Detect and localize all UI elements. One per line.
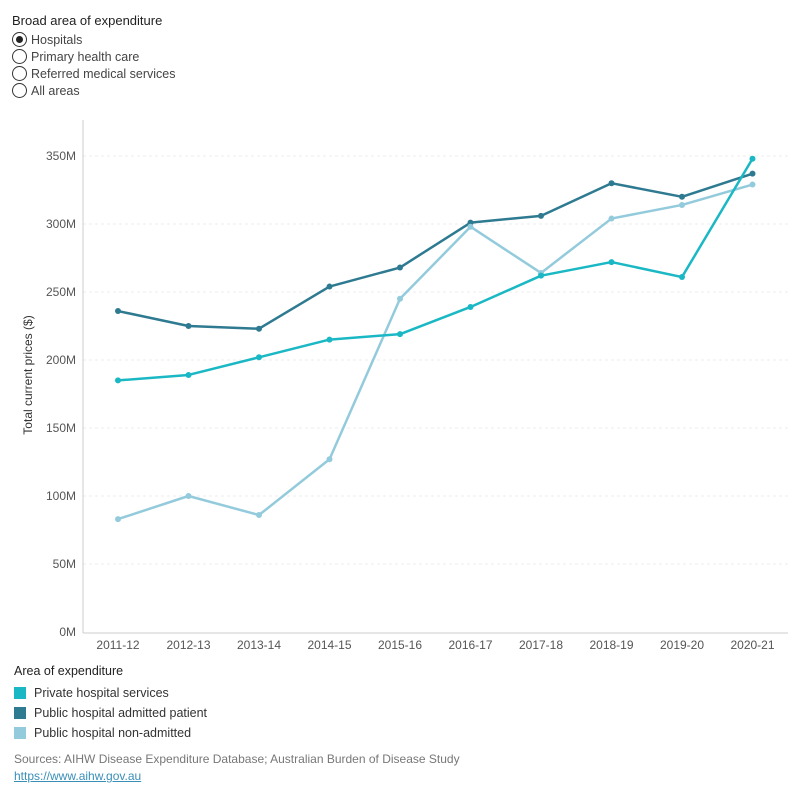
sources-note: Sources: AIHW Disease Expenditure Databa… xyxy=(14,752,460,766)
y-axis-title: Total current prices ($) xyxy=(21,315,35,434)
data-point[interactable] xyxy=(679,201,685,208)
series-line xyxy=(117,158,754,382)
legend-swatch xyxy=(14,727,26,739)
radio-button-icon[interactable] xyxy=(12,49,27,64)
legend-title: Area of expenditure xyxy=(14,664,124,678)
legend-swatch xyxy=(14,707,26,719)
radio-option-all-areas[interactable]: All areas xyxy=(12,82,176,99)
expenditure-area-filter: Broad area of expenditure Hospitals Prim… xyxy=(12,13,176,99)
radio-option-primary-health-care[interactable]: Primary health care xyxy=(12,48,176,65)
data-point[interactable] xyxy=(326,456,333,463)
data-point[interactable] xyxy=(608,215,615,222)
data-point[interactable] xyxy=(185,493,192,499)
radio-label: Hospitals xyxy=(31,32,83,47)
gridlines xyxy=(83,155,788,565)
y-tick-label: 300M xyxy=(46,217,76,231)
data-point[interactable] xyxy=(749,181,756,188)
data-point[interactable] xyxy=(256,512,262,519)
legend-item-public-hospital-non-admitted[interactable]: Public hospital non-admitted xyxy=(14,723,207,743)
y-axis-ticks: 0M 50M 100M 150M 200M 250M 300M 350M xyxy=(46,149,76,639)
data-point[interactable] xyxy=(749,170,756,177)
data-point[interactable] xyxy=(397,331,403,338)
aihw-link[interactable]: https://www.aihw.gov.au xyxy=(14,769,142,783)
radio-button-icon[interactable] xyxy=(12,66,27,81)
radio-option-hospitals[interactable]: Hospitals xyxy=(12,31,176,48)
y-tick-label: 100M xyxy=(46,489,76,503)
x-tick-label: 2019-20 xyxy=(660,638,704,652)
legend-swatch xyxy=(14,687,26,699)
series-public-hospital-non-admitted xyxy=(115,181,756,523)
x-tick-label: 2014-15 xyxy=(307,638,351,652)
axes xyxy=(82,120,788,634)
radio-button-icon[interactable] xyxy=(12,32,27,47)
data-point[interactable] xyxy=(397,264,403,271)
data-point[interactable] xyxy=(326,283,333,290)
legend-label: Public hospital non-admitted xyxy=(34,726,192,740)
data-point[interactable] xyxy=(538,212,544,219)
x-tick-label: 2020-21 xyxy=(730,638,774,652)
series-line xyxy=(117,183,753,521)
data-point[interactable] xyxy=(608,259,615,266)
x-tick-label: 2017-18 xyxy=(519,638,563,652)
x-tick-label: 2013-14 xyxy=(237,638,281,652)
x-tick-label: 2011-12 xyxy=(96,638,139,652)
x-tick-label: 2016-17 xyxy=(448,638,492,652)
series-lines xyxy=(115,155,756,523)
legend: Area of expenditure Private hospital ser… xyxy=(14,664,207,743)
y-tick-label: 250M xyxy=(46,285,76,299)
data-point[interactable] xyxy=(256,354,262,361)
data-point[interactable] xyxy=(115,308,121,315)
data-point[interactable] xyxy=(538,272,544,279)
x-tick-label: 2012-13 xyxy=(166,638,210,652)
x-tick-label: 2018-19 xyxy=(589,638,633,652)
data-point[interactable] xyxy=(679,193,685,200)
y-tick-label: 0M xyxy=(59,625,76,639)
data-point[interactable] xyxy=(326,336,333,343)
data-point[interactable] xyxy=(185,323,192,329)
data-point[interactable] xyxy=(467,303,474,310)
data-point[interactable] xyxy=(608,180,615,187)
data-point[interactable] xyxy=(467,223,474,230)
filter-title: Broad area of expenditure xyxy=(12,13,163,28)
y-tick-label: 150M xyxy=(46,421,76,435)
series-public-hospital-admitted-patient xyxy=(115,170,756,332)
legend-item-public-hospital-admitted-patient[interactable]: Public hospital admitted patient xyxy=(14,703,207,723)
radio-label: Primary health care xyxy=(31,49,140,64)
radio-option-referred-medical-services[interactable]: Referred medical services xyxy=(12,65,176,82)
data-point[interactable] xyxy=(679,274,685,281)
y-tick-label: 200M xyxy=(46,353,76,367)
legend-label: Public hospital admitted patient xyxy=(34,706,208,720)
x-tick-label: 2015-16 xyxy=(378,638,422,652)
data-point[interactable] xyxy=(749,155,756,162)
series-line xyxy=(117,172,753,330)
y-tick-label: 50M xyxy=(53,557,76,571)
data-point[interactable] xyxy=(397,295,403,302)
data-point[interactable] xyxy=(256,325,262,332)
x-axis-ticks: 2011-12 2012-13 2013-14 2014-15 2015-16 2016-… xyxy=(96,638,774,652)
legend-label: Private hospital services xyxy=(34,686,169,700)
data-point[interactable] xyxy=(115,377,121,384)
legend-item-private-hospital-services[interactable]: Private hospital services xyxy=(14,683,207,703)
data-point[interactable] xyxy=(115,516,121,523)
radio-label: Referred medical services xyxy=(31,66,176,81)
radio-label: All areas xyxy=(31,83,80,98)
data-point[interactable] xyxy=(185,371,192,378)
y-tick-label: 350M xyxy=(46,149,76,163)
series-private-hospital-services xyxy=(115,155,756,384)
radio-button-icon[interactable] xyxy=(12,83,27,98)
